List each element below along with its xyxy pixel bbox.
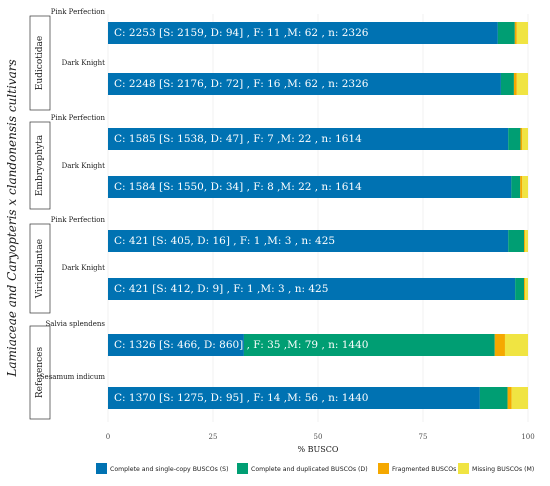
category-label: Pink Perfection: [51, 216, 106, 224]
bar-segment-d: [500, 73, 514, 95]
bar-segment-d: [243, 334, 495, 356]
x-tick-label: 0: [106, 433, 110, 441]
bar-segment-f: [520, 176, 523, 198]
category-label: Dark Knight: [62, 162, 106, 170]
bar-segment-f: [513, 73, 517, 95]
y-axis-title: Lamiaceae and Caryopteris x clandonensis…: [5, 59, 19, 377]
legend-swatch: [237, 463, 248, 474]
legend-swatch: [458, 463, 469, 474]
bar-segment-f: [514, 22, 517, 44]
legend-label: Missing BUSCOs (M): [472, 466, 534, 473]
bar-segment-f: [520, 128, 523, 150]
bar-segment-d: [511, 176, 521, 198]
category-label: Dark Knight: [62, 264, 106, 272]
legend-label: Complete and single-copy BUSCOs (S): [110, 466, 229, 473]
bar-segment-s: [108, 73, 501, 95]
category-label: Dark Knight: [62, 59, 106, 67]
legend-label: Complete and duplicated BUSCOs (D): [251, 466, 368, 473]
category-label: Pink Perfection: [51, 8, 106, 16]
bar-data-label: C: 1326 [S: 466, D: 860] , F: 35 ,M: 79 …: [114, 339, 368, 351]
bar-segment-f: [524, 278, 526, 300]
category-label: Pink Perfection: [51, 114, 106, 122]
bar-segment-m: [522, 128, 528, 150]
group-label: Eudicotidae: [35, 36, 45, 90]
bar-segment-s: [108, 128, 509, 150]
bar-segment-s: [108, 387, 480, 409]
bar-data-label: C: 1584 [S: 1550, D: 34] , F: 8 ,M: 22 ,…: [114, 181, 362, 193]
bar-segment-d: [508, 128, 521, 150]
x-tick-label: 75: [419, 433, 428, 441]
bar-segment-f: [494, 334, 505, 356]
x-axis: 0 25 50 75 100: [106, 433, 535, 441]
bar-segment-s: [108, 230, 509, 252]
bar-segment-d: [479, 387, 508, 409]
facet-strip: [29, 15, 51, 111]
group-label: Embryophyta: [35, 134, 45, 196]
bar-segment-m: [525, 230, 528, 252]
bar-segment-f: [507, 387, 512, 409]
legend-swatch: [96, 463, 107, 474]
x-tick-label: 100: [521, 433, 534, 441]
bar-data-label: C: 1585 [S: 1538, D: 47] , F: 7 ,M: 22 ,…: [114, 133, 362, 145]
facet-strip: [29, 325, 51, 420]
facet-strip: [29, 121, 51, 210]
bar-data-label: C: 1370 [S: 1275, D: 95] , F: 14 ,M: 56 …: [114, 392, 368, 404]
bar-segment-s: [108, 176, 512, 198]
bar-data-label: C: 421 [S: 412, D: 9] , F: 1 ,M: 3 , n: …: [114, 283, 328, 295]
x-axis-title: % BUSCO: [298, 445, 339, 454]
bar-segment-d: [508, 230, 525, 252]
facet-strip: [29, 223, 51, 314]
bar-segment-s: [108, 22, 498, 44]
bar-segment-m: [516, 22, 528, 44]
legend-label: Fragmented BUSCOs (F): [392, 466, 467, 473]
bar-segment-m: [525, 278, 528, 300]
bar-segment-m: [516, 73, 528, 95]
bar-segment-m: [504, 334, 528, 356]
bar-data-label: C: 421 [S: 405, D: 16] , F: 1 ,M: 3 , n:…: [114, 235, 335, 247]
facet-strips: Eudicotidae Embryophyta Viridiplantae Refer…: [29, 15, 51, 420]
bar-data-label: C: 2248 [S: 2176, D: 72] , F: 16 ,M: 62 …: [114, 78, 369, 90]
legend-swatch: [378, 463, 389, 474]
category-label: Salvia splendens: [46, 320, 106, 328]
group-label: References: [35, 347, 45, 399]
legend: Complete and single-copy BUSCOs (S) Compl…: [96, 463, 534, 474]
x-tick-label: 50: [314, 433, 323, 441]
group-label: Viridiplantae: [35, 239, 45, 299]
x-tick-label: 25: [209, 433, 218, 441]
bar-segment-m: [511, 387, 528, 409]
bar-segment-m: [522, 176, 528, 198]
bar-segment-d: [497, 22, 515, 44]
bars: Pink Perfection C: 2253 [S: 2159, D: 94] …: [40, 8, 528, 409]
bar-segment-s: [108, 334, 244, 356]
bar-segment-s: [108, 278, 516, 300]
category-label: Sesamum indicum: [40, 373, 106, 381]
bar-data-label: C: 2253 [S: 2159, D: 94] , F: 11 ,M: 62 …: [114, 27, 369, 39]
bar-segment-d: [515, 278, 525, 300]
bar-segment-f: [524, 230, 526, 252]
